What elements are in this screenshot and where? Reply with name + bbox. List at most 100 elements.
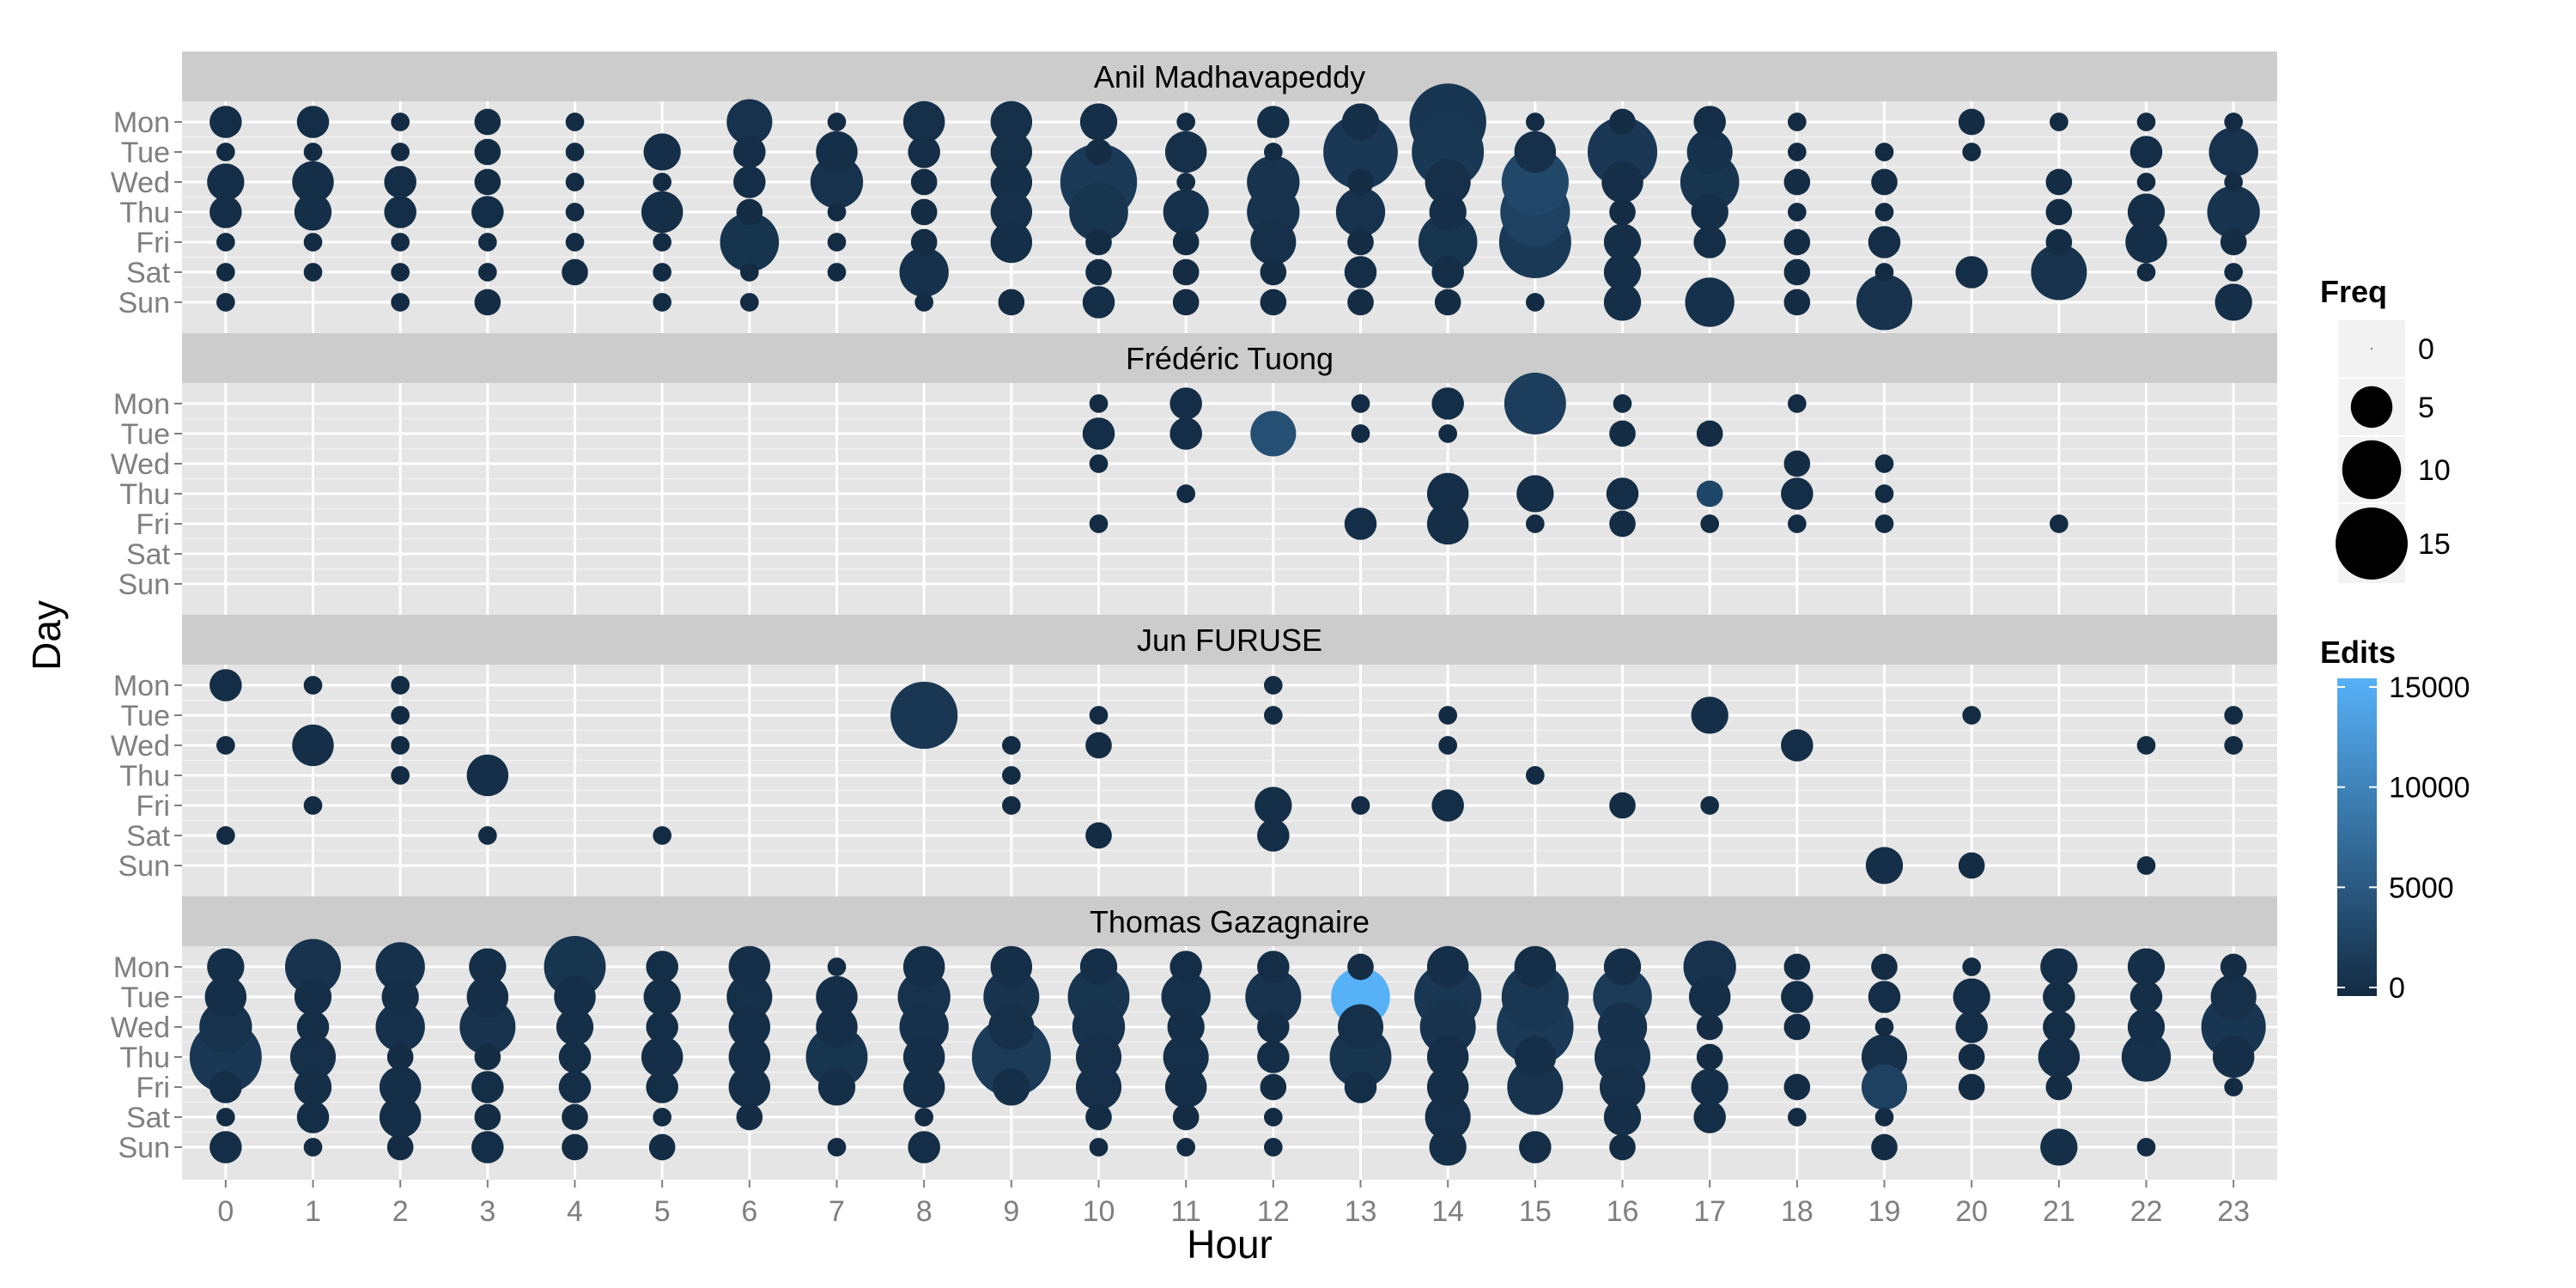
data-point xyxy=(1347,289,1374,316)
data-point xyxy=(477,233,497,252)
colorbar xyxy=(2337,678,2377,996)
data-point xyxy=(653,293,672,312)
data-point xyxy=(1871,168,1898,196)
facet-title: Anil Madhavapeddy xyxy=(1094,59,1365,94)
data-point xyxy=(2045,168,2073,196)
data-point xyxy=(303,143,323,161)
y-tick-label: Fri xyxy=(136,227,170,259)
data-point xyxy=(827,112,847,131)
y-tick-label: Fri xyxy=(136,790,170,823)
colorbar-label: 5000 xyxy=(2389,872,2454,904)
data-point xyxy=(1871,1133,1898,1161)
data-point xyxy=(1347,953,1374,981)
data-point xyxy=(459,999,516,1055)
data-point xyxy=(648,1133,676,1161)
x-tick-label: 18 xyxy=(1781,1195,1814,1228)
data-point xyxy=(565,112,585,131)
data-point xyxy=(1263,1138,1283,1157)
data-point xyxy=(384,196,416,228)
data-point xyxy=(391,112,410,131)
data-point xyxy=(1429,1128,1467,1166)
y-axis-title: Day xyxy=(24,600,69,671)
data-point xyxy=(466,754,509,797)
x-tick-label: 1 xyxy=(305,1195,321,1228)
facet-title: Thomas Gazagnaire xyxy=(1090,904,1370,939)
data-point xyxy=(827,263,847,282)
data-point xyxy=(2210,974,2257,1020)
data-point xyxy=(1335,187,1386,237)
y-tick-label: Wed xyxy=(111,167,170,199)
y-tick-label: Tue xyxy=(121,700,170,732)
x-tick-label: 4 xyxy=(567,1195,583,1228)
data-point xyxy=(1609,108,1636,136)
data-point xyxy=(1425,159,1471,205)
data-point xyxy=(1419,999,1476,1055)
legend-size-symbol xyxy=(2342,440,2402,500)
data-point xyxy=(565,233,585,252)
plot-background xyxy=(182,101,2277,335)
y-tick-label: Sun xyxy=(118,568,171,601)
data-point xyxy=(1787,143,1807,161)
data-point xyxy=(292,724,334,767)
data-point xyxy=(1696,420,1723,447)
y-tick-label: Sun xyxy=(118,287,171,319)
data-point xyxy=(2215,283,2252,321)
data-point xyxy=(733,136,766,168)
data-point xyxy=(726,974,773,1020)
data-point xyxy=(466,975,509,1018)
data-point xyxy=(1434,289,1461,316)
data-point xyxy=(914,1108,934,1127)
data-point xyxy=(1255,787,1292,824)
plot-background xyxy=(182,665,2277,898)
data-point xyxy=(1597,1002,1648,1052)
data-point xyxy=(1347,168,1374,196)
data-point xyxy=(728,1036,771,1078)
data-point xyxy=(207,163,245,201)
data-point xyxy=(1868,981,1901,1013)
data-point xyxy=(1172,289,1200,316)
data-point xyxy=(1609,420,1636,447)
data-point xyxy=(1783,450,1811,477)
data-point xyxy=(565,203,585,222)
data-point xyxy=(1085,138,1112,166)
data-point xyxy=(474,108,501,136)
data-point xyxy=(556,1008,594,1046)
data-point xyxy=(1161,972,1211,1022)
data-point xyxy=(1958,108,1985,136)
data-point xyxy=(646,1011,678,1043)
data-point xyxy=(558,1041,592,1073)
data-point xyxy=(2045,228,2073,256)
y-tick-label: Mon xyxy=(113,388,170,421)
data-point xyxy=(1426,945,1469,988)
data-point xyxy=(646,951,678,983)
x-tick-label: 6 xyxy=(741,1195,757,1228)
data-point xyxy=(554,975,596,1018)
data-point xyxy=(1683,940,1736,993)
data-point xyxy=(1603,283,1642,321)
data-point xyxy=(1606,477,1639,510)
data-point xyxy=(1781,729,1814,762)
x-axis-title: Hour xyxy=(1187,1222,1273,1267)
y-tick-label: Mon xyxy=(113,106,170,139)
data-point xyxy=(474,138,501,166)
data-point xyxy=(2220,953,2247,981)
data-point xyxy=(469,948,507,986)
data-point xyxy=(1691,1068,1728,1106)
data-point xyxy=(216,736,235,755)
data-point xyxy=(391,706,410,725)
data-point xyxy=(216,263,235,282)
data-point xyxy=(1519,1131,1552,1163)
data-point xyxy=(1696,1043,1723,1071)
data-point xyxy=(2040,948,2078,986)
data-point xyxy=(1250,219,1297,265)
data-point xyxy=(1962,143,1982,161)
data-point xyxy=(899,247,949,297)
data-point xyxy=(1351,424,1370,443)
x-tick-label: 13 xyxy=(1345,1195,1377,1228)
data-point xyxy=(805,1026,868,1088)
data-point xyxy=(1263,706,1283,725)
data-point xyxy=(1438,424,1458,443)
data-point xyxy=(294,1068,332,1106)
data-point xyxy=(2136,173,2156,191)
